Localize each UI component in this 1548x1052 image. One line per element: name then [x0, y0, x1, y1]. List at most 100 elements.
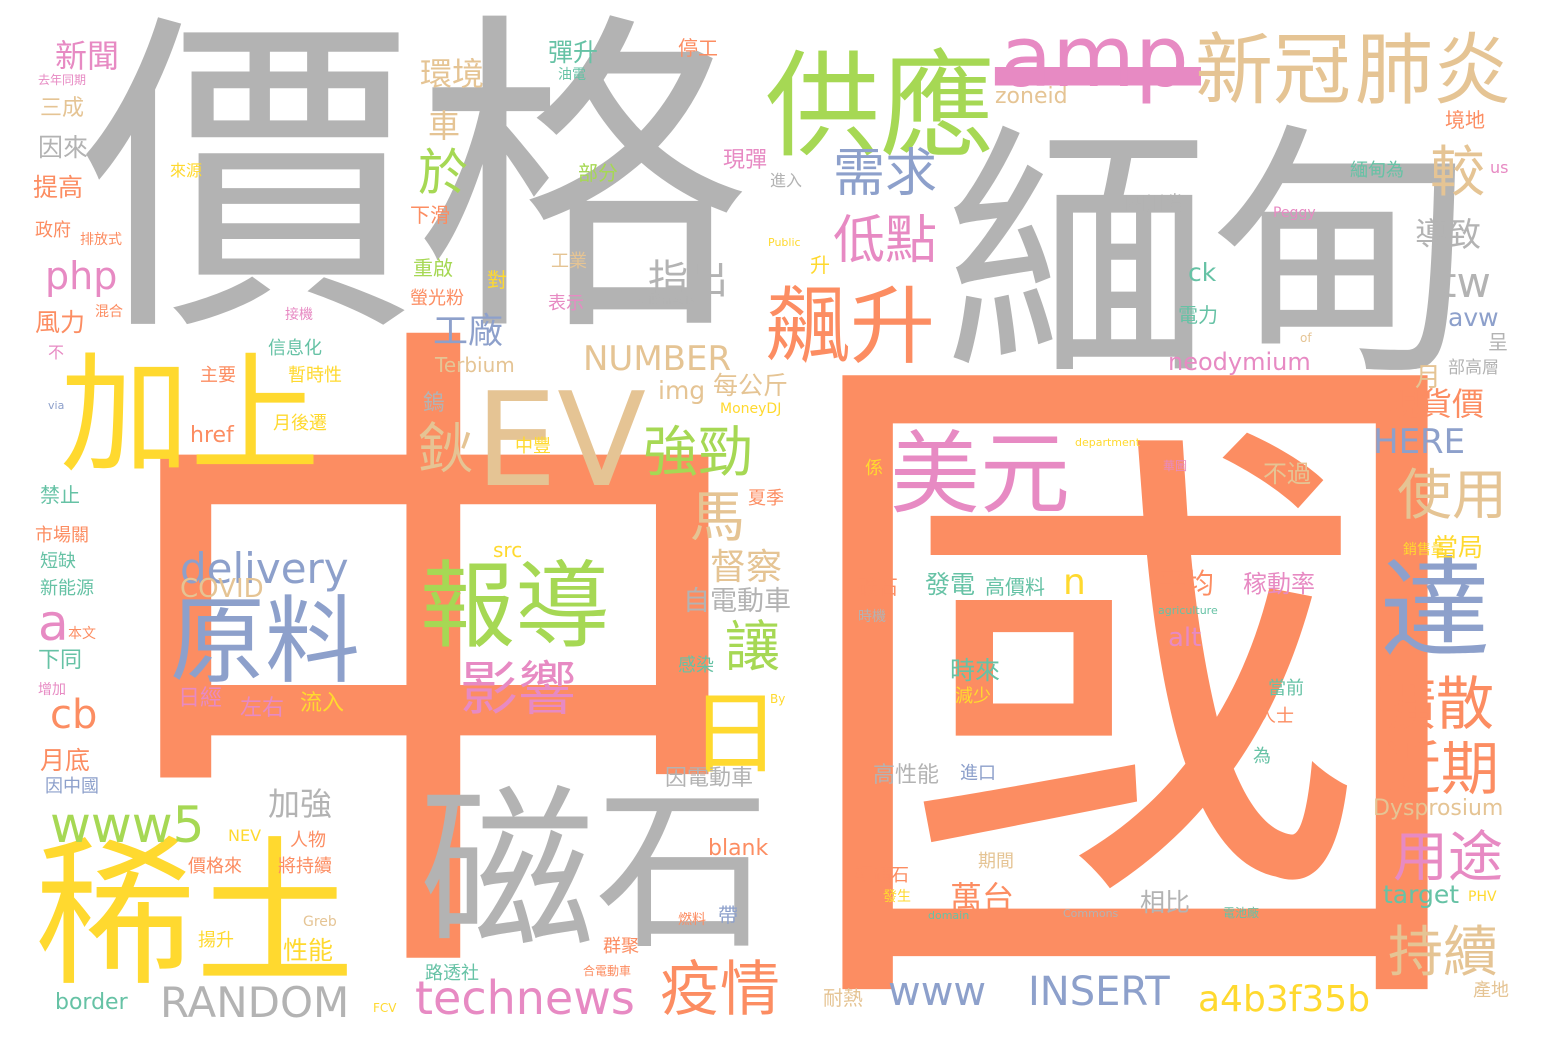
- cloud-word: src: [493, 538, 523, 562]
- cloud-word: 不: [48, 343, 65, 362]
- cloud-word: 時機: [858, 609, 886, 625]
- cloud-word: 部高層: [1448, 358, 1499, 378]
- cloud-word: 暫時性: [288, 365, 342, 386]
- cloud-word: 萬台: [950, 879, 1015, 917]
- cloud-word: 類礦石: [855, 865, 909, 886]
- cloud-word: 因來: [38, 133, 89, 162]
- cloud-word: 現彈: [723, 148, 768, 173]
- cloud-word: NEV: [228, 826, 262, 845]
- cloud-word: 性能: [283, 936, 334, 965]
- cloud-word: 因中國: [45, 776, 99, 797]
- cloud-word: 稼動率: [1243, 570, 1315, 598]
- cloud-word: avw: [1448, 303, 1499, 332]
- cloud-word: Commons: [1063, 907, 1119, 920]
- cloud-word: 新冠: [1195, 26, 1352, 116]
- cloud-word: 銷售量: [1403, 542, 1445, 558]
- cloud-word: zoneid: [995, 84, 1068, 109]
- cloud-word: 達: [1380, 546, 1490, 674]
- cloud-word: neodymium: [1168, 348, 1311, 376]
- cloud-word: INSERT: [1028, 969, 1170, 1015]
- cloud-word: 國: [785, 282, 1485, 1052]
- cloud-word: 市場關: [35, 525, 89, 546]
- cloud-word: 高價料: [985, 575, 1045, 599]
- cloud-word: delivery: [180, 544, 349, 593]
- cloud-word: Public: [768, 236, 801, 249]
- cloud-word: 將持續: [278, 856, 332, 877]
- cloud-word: 自電動車: [683, 586, 791, 617]
- cloud-word: 報導: [420, 552, 611, 662]
- cloud-word: 進口: [960, 763, 996, 784]
- cloud-word: 於: [418, 144, 468, 202]
- cloud-word: 加上: [60, 339, 321, 491]
- cloud-word: 去年同期: [38, 73, 87, 87]
- cloud-word: 短缺: [40, 551, 76, 572]
- cloud-word: 部分: [578, 161, 618, 185]
- cloud-word: 馬: [690, 485, 746, 549]
- cloud-word: 升: [810, 253, 830, 277]
- cloud-word: 日經: [178, 686, 223, 711]
- cloud-word: 提高: [33, 173, 84, 202]
- cloud-word: target: [1383, 880, 1460, 909]
- cloud-word: href: [190, 423, 234, 448]
- cloud-word: 表示: [548, 293, 584, 314]
- cloud-word: 督察: [710, 547, 783, 588]
- cloud-word: 對: [487, 268, 507, 292]
- cloud-word: 人物: [290, 830, 326, 851]
- cloud-word: Dysprosium: [1373, 796, 1504, 821]
- cloud-word: domain: [928, 909, 970, 922]
- cloud-word: 排放式: [80, 232, 122, 248]
- cloud-word: NUMBER: [583, 339, 732, 379]
- cloud-word: 原料: [170, 587, 361, 697]
- cloud-word: 為: [1253, 746, 1271, 767]
- cloud-word: 環境: [420, 55, 485, 93]
- cloud-word: 進入: [770, 171, 803, 190]
- cloud-word: 係: [865, 458, 883, 479]
- cloud-word: 車: [428, 107, 461, 145]
- cloud-word: 鎢: [423, 391, 446, 416]
- cloud-word: 緬甸為: [1350, 160, 1404, 181]
- cloud-word: EV: [475, 364, 647, 516]
- cloud-word: 境地: [1445, 108, 1485, 132]
- cloud-word: 信息化: [268, 338, 322, 359]
- cloud-word: 政府: [35, 220, 71, 241]
- cloud-word: By: [770, 692, 786, 706]
- cloud-word: 用途: [1393, 825, 1504, 889]
- cloud-word: department: [1075, 436, 1141, 449]
- cloud-word: 電力: [1178, 303, 1218, 327]
- cloud-word: 肺炎: [1355, 26, 1512, 116]
- cloud-word: tw: [1440, 258, 1491, 307]
- cloud-word: 工廠: [433, 312, 504, 352]
- cloud-word: a4b3f35b: [1198, 979, 1371, 1020]
- cloud-word: 接機: [285, 307, 313, 323]
- cloud-word: 主要: [200, 365, 236, 386]
- cloud-word: cb: [50, 692, 98, 738]
- cloud-word: 影響: [460, 655, 577, 723]
- cloud-word: 時來: [950, 656, 1001, 685]
- cloud-word: technews: [415, 971, 635, 1025]
- cloud-word: 群聚: [603, 936, 639, 957]
- cloud-word: Greb: [303, 914, 337, 930]
- cloud-word: 讓: [725, 615, 781, 679]
- cloud-word: 感染: [678, 655, 714, 676]
- cloud-word: MoneyDJ: [720, 401, 782, 417]
- cloud-word: 四川省: [1125, 191, 1185, 215]
- cloud-word: amp: [1000, 8, 1189, 107]
- cloud-word: 低點: [833, 211, 938, 271]
- cloud-word: FCV: [373, 1001, 397, 1015]
- cloud-word: 彈升: [548, 38, 599, 67]
- cloud-word: ck: [1188, 258, 1217, 287]
- cloud-word: 耐熱: [823, 986, 863, 1010]
- cloud-word: www: [888, 969, 987, 1015]
- cloud-word: 華圖: [1163, 459, 1188, 473]
- cloud-word: blank: [708, 836, 769, 861]
- cloud-word: 合電動車: [583, 964, 632, 978]
- cloud-word: 中: [95, 274, 775, 1052]
- cloud-word: 揚升: [198, 930, 234, 951]
- cloud-word: 油電: [558, 67, 586, 83]
- cloud-word: 導致: [1415, 215, 1481, 254]
- cloud-word: 礦石: [858, 575, 898, 599]
- cloud-word: 加強: [268, 785, 333, 823]
- cloud-word: 下同: [38, 648, 83, 673]
- cloud-word: 三成: [40, 96, 85, 121]
